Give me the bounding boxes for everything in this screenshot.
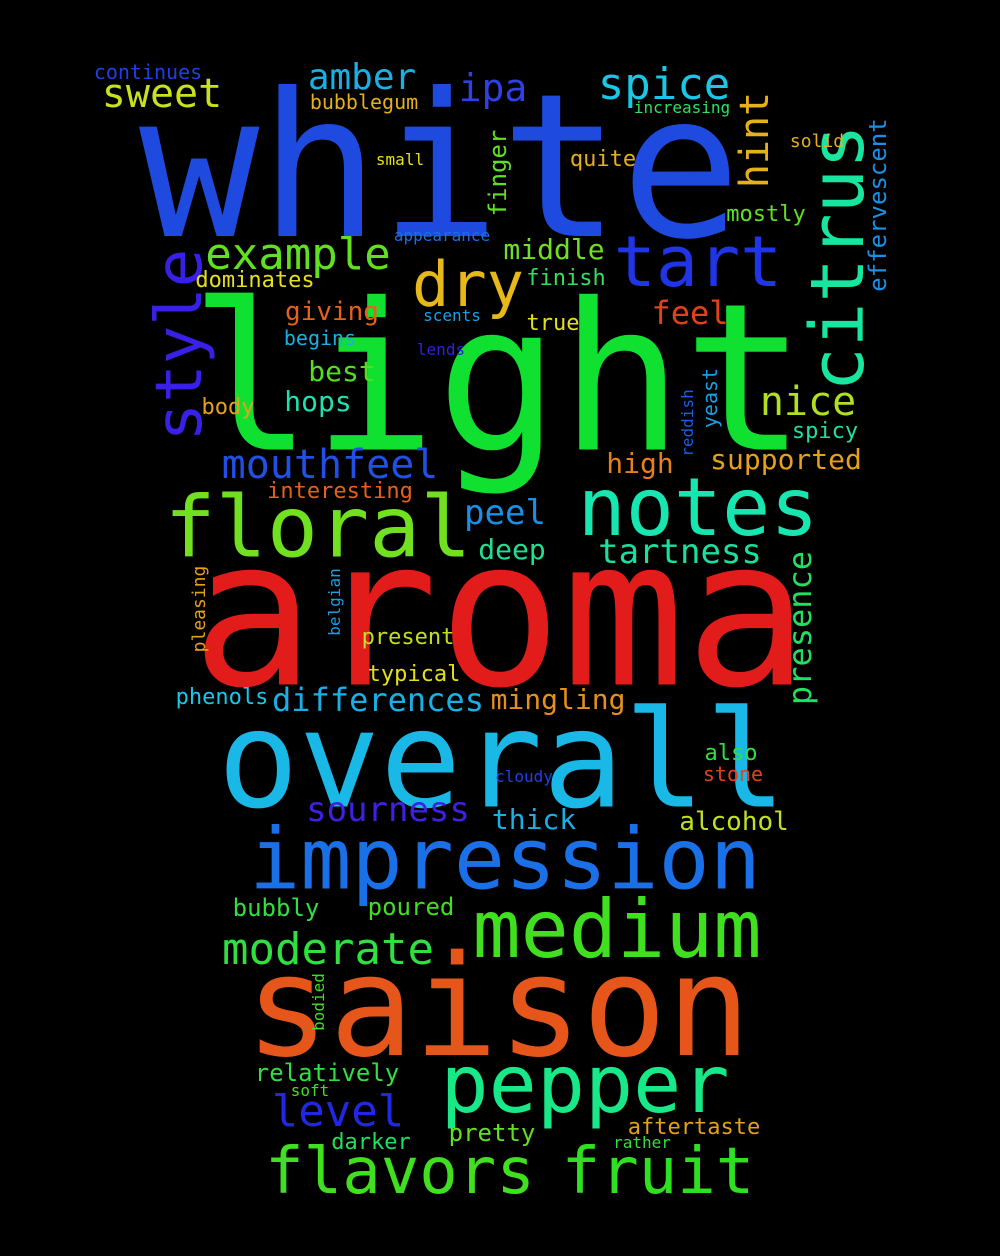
word-hint: hint	[732, 91, 778, 189]
word-floral: floral	[164, 478, 472, 578]
word-spicy: spicy	[791, 419, 859, 444]
word-pepper: pepper	[440, 1038, 730, 1131]
word-effervescent: effervescent	[864, 118, 892, 292]
word-best: best	[308, 355, 376, 388]
word-moderate: moderate	[222, 924, 434, 975]
word-middle: middle	[503, 233, 605, 266]
word-level: level	[271, 1086, 405, 1137]
word-overall: overall	[217, 681, 787, 839]
word-alcohol: alcohol	[679, 807, 789, 837]
word-sweet: sweet	[101, 71, 223, 117]
word-ipa: ipa	[458, 66, 528, 110]
word-stone: stone	[702, 762, 764, 786]
word-light: light	[189, 260, 807, 499]
word-feel: feel	[651, 294, 729, 332]
word-amber: amber	[307, 57, 417, 98]
word-reddish: reddish	[678, 389, 697, 457]
word-soft: soft	[290, 1081, 330, 1100]
word-continues: continues	[93, 60, 203, 84]
word-relatively: relatively	[254, 1059, 400, 1087]
word-fruit: fruit	[561, 1135, 755, 1209]
word-aftertaste: aftertaste	[627, 1115, 761, 1140]
word-interesting: interesting	[267, 479, 413, 504]
word-dry: dry	[412, 248, 524, 321]
word-presence: presence	[781, 550, 819, 706]
word-lends: lends	[416, 340, 466, 359]
word-darker: darker	[331, 1130, 411, 1155]
word-mostly: mostly	[726, 202, 806, 227]
word-present: present	[361, 625, 455, 650]
word-dominates: dominates	[195, 268, 315, 293]
word-tartness: tartness	[598, 532, 762, 572]
word-sourness: sourness	[306, 790, 470, 830]
word-finger: finger	[484, 129, 512, 217]
word-small: small	[375, 150, 425, 169]
word-finish: finish	[526, 266, 606, 291]
word-supported: supported	[710, 443, 862, 476]
word-cloudy: cloudy	[495, 767, 553, 786]
word-giving: giving	[285, 297, 379, 327]
word-solid: solid	[789, 131, 845, 152]
word-high: high	[606, 447, 674, 480]
word-nice: nice	[759, 379, 857, 425]
word-flavors: flavors	[265, 1135, 535, 1209]
word-peel: peel	[464, 493, 546, 533]
word-begins: begins	[283, 326, 357, 350]
word-impression: impression	[249, 810, 761, 910]
word-saison: saison	[245, 926, 751, 1089]
word-mingling: mingling	[490, 683, 626, 716]
word-spice: spice	[597, 59, 731, 110]
word-bodied: bodied	[309, 973, 328, 1031]
word-hops: hops	[284, 385, 352, 418]
word-yeast: yeast	[698, 367, 722, 429]
word-pleasing: pleasing	[189, 565, 210, 653]
word-aroma: aroma	[191, 495, 809, 734]
word-phenols: phenols	[175, 685, 269, 710]
word-scents: scents	[423, 306, 481, 325]
word-medium: medium	[472, 883, 762, 976]
word-tart: tart	[613, 221, 783, 303]
word-mouthfeel: mouthfeel	[221, 442, 439, 488]
word-poured: poured	[367, 893, 455, 921]
word-white: white	[138, 51, 742, 284]
word-body: body	[201, 395, 255, 420]
word-typical: typical	[367, 662, 461, 687]
word-quite: quite	[569, 147, 637, 172]
word-notes: notes	[577, 461, 819, 554]
word-bubblegum: bubblegum	[309, 90, 419, 114]
word-pretty: pretty	[448, 1119, 536, 1147]
word-example: example	[205, 229, 391, 280]
word-rather: rather	[613, 1133, 671, 1152]
word-thick: thick	[491, 803, 577, 836]
word-also: also	[704, 741, 758, 766]
word-belgian: belgian	[325, 568, 344, 636]
word-deep: deep	[478, 533, 546, 566]
word-increasing: increasing	[633, 98, 731, 117]
word-true: true	[526, 311, 580, 336]
word-bubbly: bubbly	[232, 894, 320, 922]
word-appearance: appearance	[393, 226, 491, 245]
word-differences: differences	[272, 681, 484, 719]
